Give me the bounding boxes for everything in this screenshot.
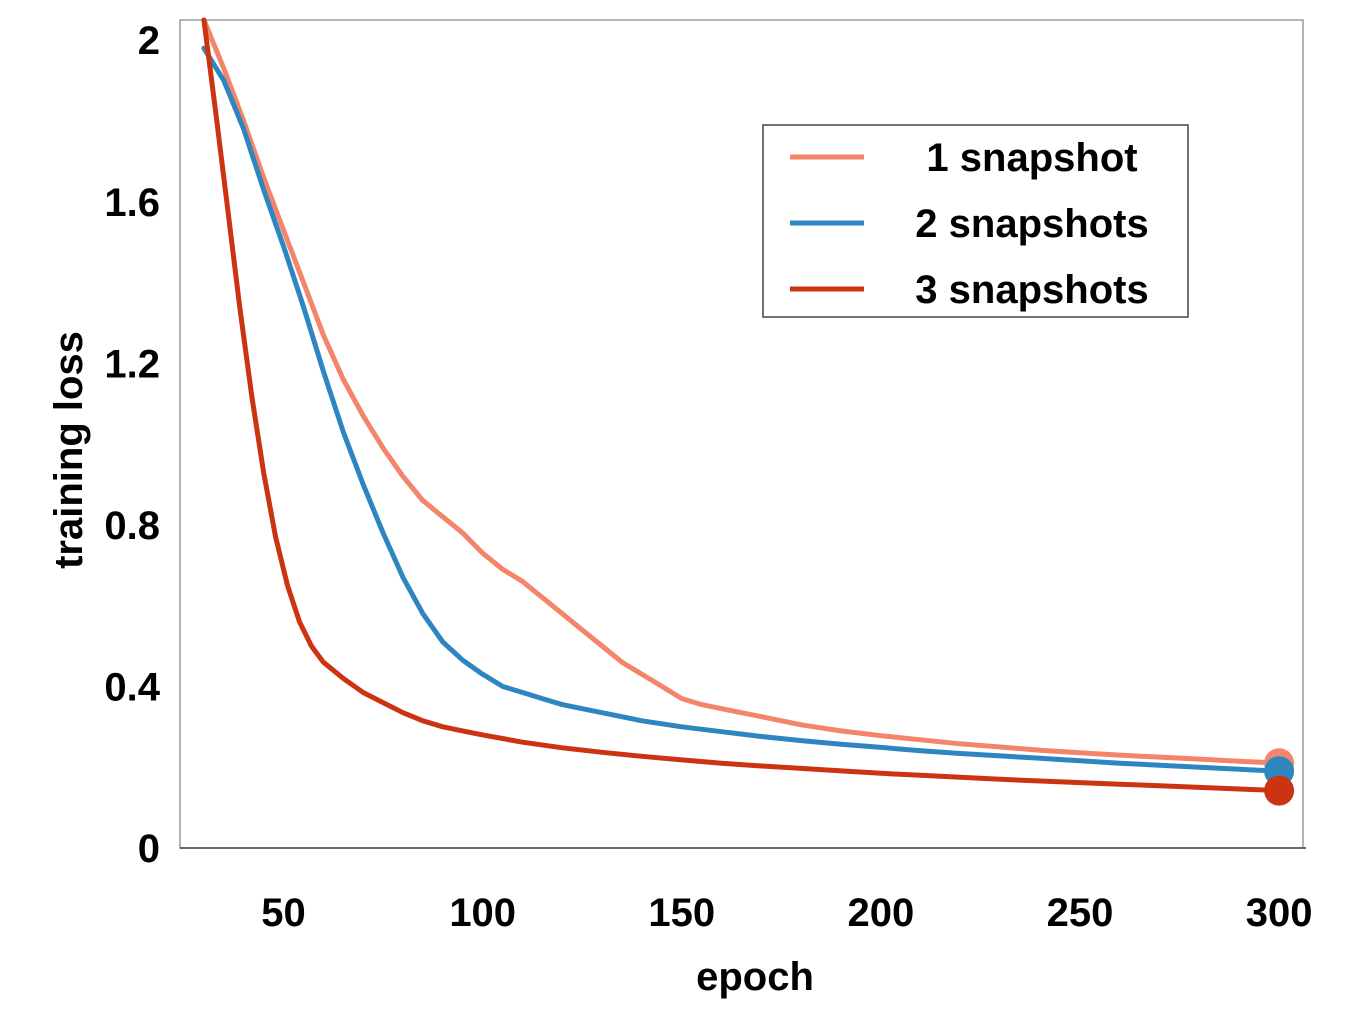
x-axis-label: epoch <box>696 955 814 999</box>
y-tick-label: 0.4 <box>104 665 160 709</box>
series-layer <box>201 17 1295 806</box>
y-tick-label: 0.8 <box>104 504 160 548</box>
x-tick-label: 100 <box>449 891 516 935</box>
legend-label-1: 1 snapshot <box>926 136 1137 180</box>
x-tick-label: 250 <box>1047 891 1114 935</box>
y-tick-label: 2 <box>138 19 160 63</box>
series-line-2 <box>201 45 1282 774</box>
x-tick-label: 50 <box>261 891 306 935</box>
y-tick-labels: 0 0.4 0.8 1.2 1.6 2 <box>104 19 160 871</box>
y-axis-label: training loss <box>47 331 91 569</box>
legend: 1 snapshot 2 snapshots 3 snapshots <box>762 124 1189 318</box>
series-line-3 <box>201 17 1282 794</box>
x-tick-label: 150 <box>648 891 715 935</box>
legend-entries: 1 snapshot 2 snapshots 3 snapshots <box>790 136 1149 312</box>
series-end-marker-3 <box>1264 775 1295 806</box>
y-tick-label: 0 <box>138 827 160 871</box>
series-line-1 <box>201 17 1282 766</box>
legend-label-2: 2 snapshots <box>915 202 1148 246</box>
legend-label-3: 3 snapshots <box>915 268 1148 312</box>
y-tick-label: 1.2 <box>104 342 160 386</box>
x-tick-labels: 50 100 150 200 250 300 <box>261 891 1312 935</box>
x-tick-label: 200 <box>848 891 915 935</box>
y-tick-label: 1.6 <box>104 181 160 225</box>
x-tick-label: 300 <box>1246 891 1313 935</box>
